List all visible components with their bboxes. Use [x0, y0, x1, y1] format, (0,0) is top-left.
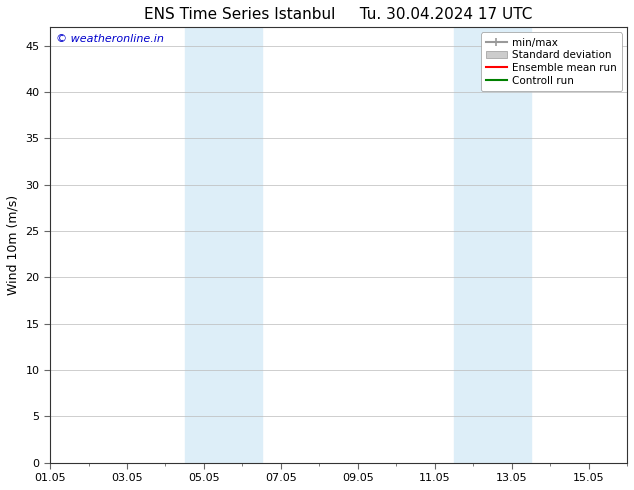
Y-axis label: Wind 10m (m/s): Wind 10m (m/s) — [7, 195, 20, 295]
Bar — [184, 27, 223, 463]
Legend: min/max, Standard deviation, Ensemble mean run, Controll run: min/max, Standard deviation, Ensemble me… — [481, 32, 622, 91]
Bar — [493, 27, 531, 463]
Bar — [454, 27, 493, 463]
Bar — [223, 27, 262, 463]
Text: © weatheronline.in: © weatheronline.in — [56, 34, 164, 44]
Title: ENS Time Series Istanbul     Tu. 30.04.2024 17 UTC: ENS Time Series Istanbul Tu. 30.04.2024 … — [145, 7, 533, 22]
